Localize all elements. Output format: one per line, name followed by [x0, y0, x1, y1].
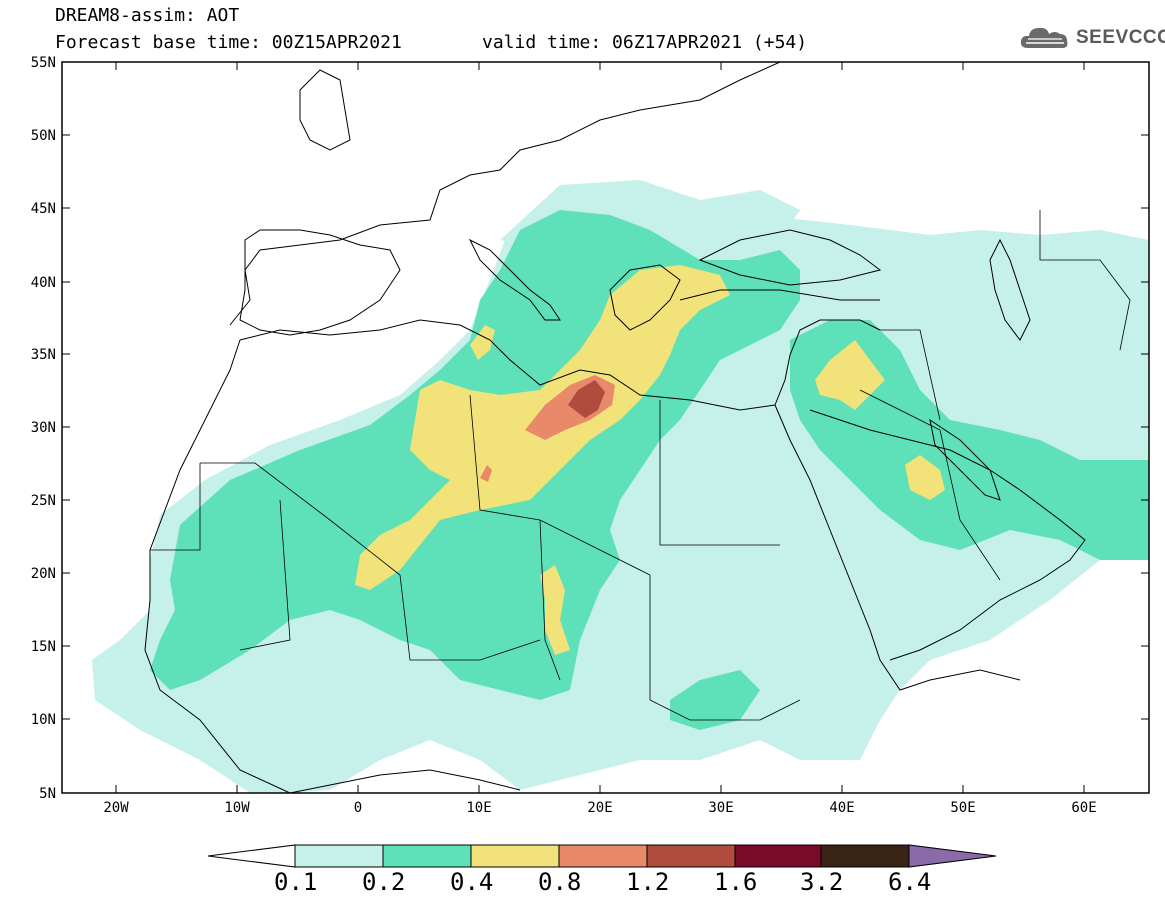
colorbar-bin-0.1: [294, 844, 384, 868]
caspian-coast: [989, 238, 1031, 341]
lon-label: 0: [354, 800, 362, 816]
black-sea-coast: [698, 229, 882, 286]
map-title: DREAM8-assim: AOT: [55, 5, 240, 26]
colorbar-label: 0.1: [274, 868, 318, 896]
iberia-coast: [239, 229, 401, 336]
italy-coast: [468, 238, 561, 321]
valid-time: valid time: 06Z17APR2021 (+54): [482, 32, 808, 53]
colorbar-label: 0.2: [362, 868, 406, 896]
arabia-coast: [809, 409, 1086, 661]
lon-ticks: [115, 62, 1085, 793]
colorbar-label: 0.8: [538, 868, 582, 896]
lon-label: 20E: [587, 800, 612, 816]
sahara-border: [150, 463, 201, 551]
logo-text: SEEVCCC: [1076, 27, 1165, 48]
cloud-icon: [1020, 27, 1068, 48]
lat-label: 10N: [31, 712, 56, 728]
north-africa-coast: [239, 319, 776, 411]
colorbar-label: 0.4: [450, 868, 494, 896]
lat-label: 45N: [31, 201, 56, 217]
lat-label: 30N: [31, 420, 56, 436]
turkey-coast: [679, 289, 880, 301]
lon-label: 50E: [950, 800, 975, 816]
europe-coast: [229, 62, 781, 326]
colorbar-bin-1.6: [734, 844, 822, 868]
colorbar-label: 1.6: [714, 868, 758, 896]
lat-label: 50N: [31, 128, 56, 144]
sudan-border: [649, 575, 801, 721]
lat-label: 15N: [31, 639, 56, 655]
red-sea-coast: [774, 404, 1021, 691]
greece-coast: [609, 264, 681, 331]
levant-coast: [774, 319, 881, 406]
colorbar-bin-0.8: [558, 844, 648, 868]
mali-border: [239, 499, 291, 651]
lon-label: 10E: [466, 800, 491, 816]
lon-label: 40E: [829, 800, 854, 816]
lon-label: 10W: [224, 800, 250, 816]
aot-layer-0.8-patch: [480, 465, 492, 482]
aot-layer-0.2-patch: [670, 670, 760, 730]
colorbar-label: 3.2: [800, 868, 844, 896]
aot-layer-0.4-saudi: [905, 455, 945, 500]
lat-label: 5N: [39, 786, 56, 802]
lat-label: 20N: [31, 566, 56, 582]
forecast-base-time: Forecast base time: 00Z15APR2021: [55, 32, 402, 53]
colorbar-bin-1.2: [646, 844, 736, 868]
colorbar-bin-0.2: [382, 844, 472, 868]
iran-border: [880, 329, 941, 421]
niger-border: [399, 574, 541, 661]
colorbar: [207, 844, 997, 868]
lon-label: 60E: [1071, 800, 1096, 816]
lat-label: 25N: [31, 493, 56, 509]
chad-border: [539, 519, 561, 681]
britain-coast: [299, 69, 351, 151]
seevccc-logo: SEEVCCC: [1018, 22, 1165, 56]
egypt-border: [659, 400, 780, 546]
aot-layer-1.2: [568, 380, 605, 418]
lon-labels: 20W 10W 0 10E 20E 30E 40E 50E 60E: [103, 800, 1096, 816]
colorbar-over-arrow: [908, 844, 997, 868]
colorbar-bin-0.4: [470, 844, 560, 868]
algeria-border: [200, 462, 401, 576]
gulf-guinea-coast: [289, 769, 521, 793]
lon-label: 30E: [708, 800, 733, 816]
colorbar-bin-3.2: [820, 844, 910, 868]
lat-label: 40N: [31, 275, 56, 291]
borders: [150, 210, 1131, 721]
lat-label: 55N: [31, 55, 56, 71]
saudi-border: [859, 389, 1001, 581]
lat-labels: 55N 50N 45N 40N 35N 30N 25N 20N 15N 10N …: [31, 55, 56, 802]
lat-label: 35N: [31, 347, 56, 363]
lat-ticks: [62, 61, 1149, 720]
lon-label: 20W: [103, 800, 129, 816]
aot-layer-0.4-iraq: [815, 340, 885, 410]
aot-layer-0.4-chad: [540, 565, 570, 655]
colorbar-label: 1.2: [626, 868, 670, 896]
central-asia-border: [1039, 210, 1131, 351]
aot-layer-0.4-tunisia: [470, 325, 495, 360]
colorbar-label: 6.4: [888, 868, 932, 896]
persian-gulf-coast: [929, 418, 1001, 501]
colorbar-under-arrow: [207, 844, 296, 868]
